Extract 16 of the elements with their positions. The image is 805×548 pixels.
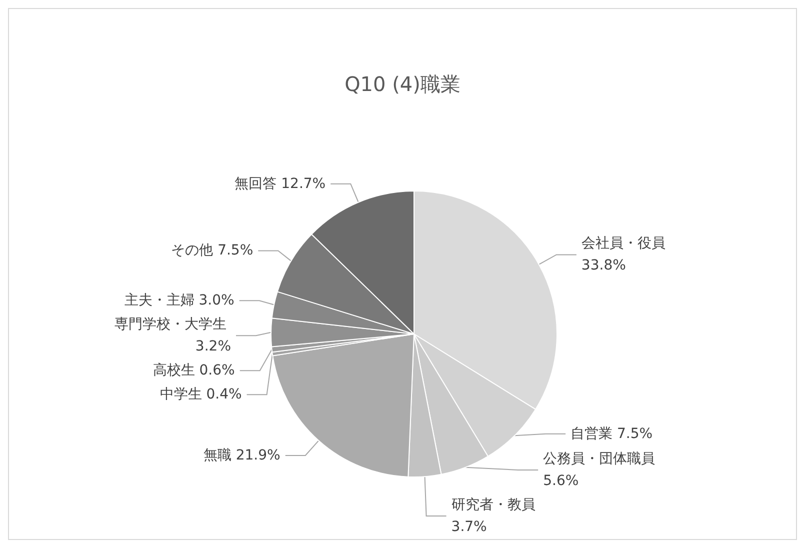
slice-label: その他 7.5% [171,242,254,259]
slice-label: 高校生 0.6% [152,362,235,379]
slice-label: 会社員・役員 [581,236,670,252]
slice-label: 無職 21.9% [203,448,280,464]
slice-label: 専門学校・大学生 [114,316,232,333]
slice-label: 主夫・主婦 3.0% [124,292,234,309]
slice-label: 自営業 7.5% [570,426,653,442]
data-label: 33.8% [581,258,626,274]
data-label: 5.6% [543,473,579,489]
slice-label: 無回答 12.7% [234,176,326,192]
chart-title: Q10 (4)職業 [344,72,460,96]
slice-label: 中学生 0.4% [160,386,242,403]
slice-label: 研究者・教員 [451,497,540,513]
data-label: 3.2% [195,338,232,355]
data-label: 3.7% [451,519,487,535]
slice-label: 公務員・団体職員 [543,451,660,467]
